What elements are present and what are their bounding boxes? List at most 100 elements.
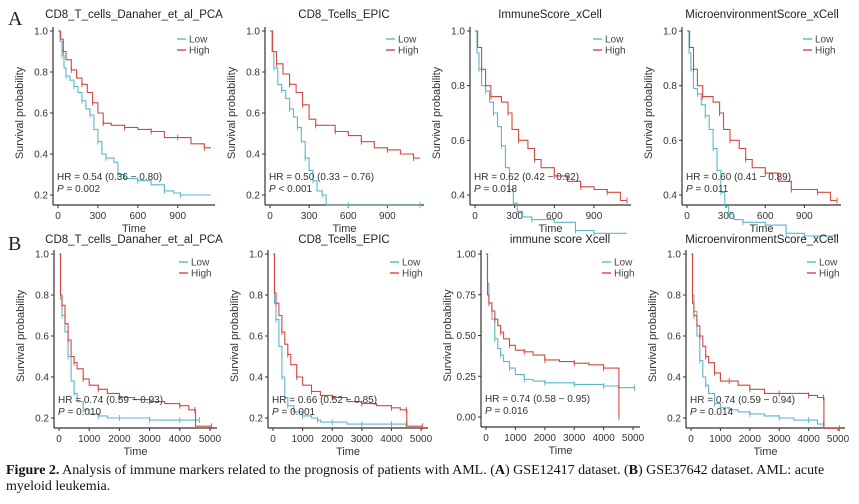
x-tick-label: 1000	[504, 433, 527, 444]
row-label-b: B	[8, 233, 21, 255]
x-tick-label: 2000	[534, 433, 557, 444]
y-tick-label: 0.4	[246, 150, 260, 161]
p-value: = 0.016	[492, 406, 529, 417]
p-value-annotation: P = 0.010	[58, 407, 102, 418]
x-tick-label: 3000	[768, 434, 791, 445]
y-tick-label: 0.8	[451, 81, 465, 92]
y-tick-label: 1.0	[667, 250, 681, 261]
panel-title: ImmuneScore_xCell	[498, 9, 602, 21]
y-tick-label: 0.6	[249, 332, 263, 343]
p-symbol: P	[58, 407, 65, 418]
km-curve-high	[687, 30, 837, 202]
caption-bold-b: B	[628, 463, 639, 478]
hr-annotation: HR = 0.62 (0.42 − 0.92)	[474, 172, 579, 183]
y-tick-label: 1.0	[249, 250, 263, 261]
x-tick-label: 4000	[380, 434, 403, 445]
x-axis-label: Time	[123, 446, 147, 458]
x-axis-label: Time	[538, 223, 562, 235]
legend-label-high: High	[614, 269, 635, 280]
caption-text-3: ) GSE37642 dataset. AML: acute myeloid l…	[6, 463, 825, 494]
p-symbol: P	[485, 406, 492, 417]
p-value: = 0.010	[65, 407, 102, 418]
figure-caption: Figure 2. Analysis of immune markers rel…	[6, 463, 856, 495]
x-tick-label: 3000	[563, 433, 586, 444]
x-tick-label: 1000	[709, 434, 732, 445]
panel-title: CD8_T_cells_Danaher_et_al_PCA	[45, 9, 223, 21]
y-axis-label: Survival probability	[647, 289, 659, 382]
y-axis-label: Survival probability	[431, 66, 443, 159]
kaplan-meier-figure: A B CD8_T_cells_Danaher_et_al_PCA 0.2 0.4 0…	[8, 8, 850, 458]
p-value: < 0.001	[276, 184, 313, 195]
km-curve-low	[691, 253, 825, 425]
p-value: = 0.011	[693, 184, 729, 195]
p-symbol: P	[686, 184, 693, 195]
x-tick-label: 2000	[108, 434, 131, 445]
km-curve-low	[475, 30, 627, 234]
legend-label-high: High	[191, 269, 212, 280]
km-curve-low	[687, 30, 837, 237]
panel-title: CD8_T_cells_Danaher_et_al_PCA	[45, 234, 223, 246]
p-value-annotation: P < 0.001	[269, 184, 313, 195]
y-tick-label: 1.0	[35, 250, 49, 261]
km-panel-5: CD8_T_cells_Danaher_et_al_PCA 0.2 0.4 0.6 0.…	[15, 234, 223, 458]
x-tick-label: 3000	[138, 434, 161, 445]
y-tick-label: 1.0	[451, 27, 465, 38]
x-tick-label: 5000	[827, 434, 850, 445]
p-value-annotation: P = 0.014	[690, 407, 734, 418]
x-tick-label: 0	[472, 211, 478, 222]
hr-annotation: HR = 0.60 (0.41 − 0.89)	[686, 172, 791, 183]
p-value: = 0.014	[697, 407, 734, 418]
p-value-annotation: P = 0.011	[686, 184, 729, 195]
x-tick-label: 1000	[78, 434, 101, 445]
legend-label-low: Low	[402, 258, 421, 269]
legend-label-high: High	[189, 46, 210, 57]
x-tick-label: 600	[757, 211, 774, 222]
hr-annotation: HR = 0.74 (0.59 − 0.94)	[690, 395, 795, 406]
y-axis-label: Survival probability	[442, 289, 454, 382]
km-panel-4: MicroenvironmentScore_xCell 0.4 0.6 0.8 1.0 0…	[643, 9, 841, 239]
y-tick-label: 0.6	[246, 109, 260, 120]
x-tick-label: 900	[796, 211, 813, 222]
y-tick-label: 0.4	[667, 373, 681, 384]
km-panel-1: CD8_T_cells_Danaher_et_al_PCA 0.2 0.4 0.6 0.…	[14, 9, 223, 235]
x-tick-label: 900	[379, 211, 396, 222]
p-symbol: P	[690, 407, 697, 418]
x-tick-label: 4000	[593, 433, 616, 444]
y-tick-label: 0.2	[249, 414, 263, 425]
p-value-annotation: P = 0.001	[272, 407, 316, 418]
x-tick-label: 3000	[351, 434, 374, 445]
p-symbol: P	[269, 184, 276, 195]
hr-annotation: HR = 0.54 (0.36 − 0.80)	[57, 172, 162, 183]
x-tick-label: 300	[718, 211, 735, 222]
p-symbol: P	[272, 407, 279, 418]
p-value-annotation: P = 0.018	[474, 184, 518, 195]
x-axis-label: Time	[749, 223, 773, 235]
y-axis-label: Survival probability	[226, 66, 238, 159]
p-value-annotation: P = 0.016	[485, 406, 529, 417]
x-axis-label: Time	[336, 446, 360, 458]
y-tick-label: 0.8	[663, 81, 677, 92]
km-curve-low	[58, 30, 211, 196]
legend-label-low: Low	[398, 35, 417, 46]
x-tick-label: 300	[90, 211, 107, 222]
y-tick-label: 0.50	[457, 331, 477, 342]
y-tick-label: 0.8	[35, 291, 49, 302]
legend-label-high: High	[605, 46, 626, 57]
y-tick-label: 0.6	[667, 332, 681, 343]
km-curve-high	[475, 30, 627, 202]
p-value: = 0.001	[279, 407, 316, 418]
km-panel-7: immune score Xcell 0.00 0.25 0.50 0.75 1.00 0 1…	[442, 234, 645, 457]
y-tick-label: 0.8	[246, 68, 260, 79]
p-value: = 0.018	[481, 184, 518, 195]
y-tick-label: 0.6	[663, 136, 677, 147]
legend-label-low: Low	[605, 35, 624, 46]
km-curve-high	[58, 30, 211, 149]
y-tick-label: 0.6	[35, 332, 49, 343]
y-tick-label: 0.75	[457, 290, 477, 301]
hr-annotation: HR = 0.66 (0.52 − 0.85)	[272, 395, 377, 406]
x-tick-label: 0	[267, 211, 273, 222]
km-curve-high	[691, 253, 840, 429]
y-tick-label: 0.6	[34, 109, 48, 120]
caption-text-1: Analysis of immune markers related to th…	[59, 463, 495, 478]
x-tick-label: 5000	[199, 434, 222, 445]
